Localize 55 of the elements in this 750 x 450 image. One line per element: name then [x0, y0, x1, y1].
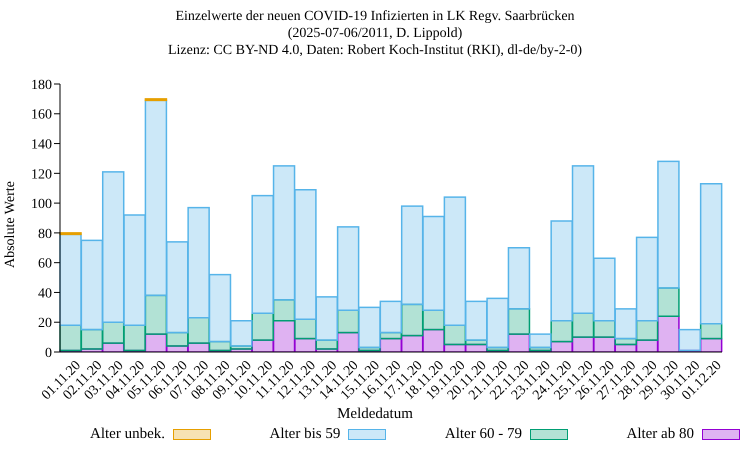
- legend-label: Alter 60 - 79: [444, 426, 522, 443]
- y-tick-label: 140: [31, 138, 52, 153]
- bar: [444, 196, 466, 326]
- y-tick-label: 80: [38, 226, 52, 242]
- y-tick-label: 20: [38, 316, 52, 332]
- bar: [636, 320, 658, 341]
- legend-label: Alter unbek.: [90, 426, 165, 443]
- bar: [550, 220, 573, 322]
- legend-label: Alter bis 59: [270, 426, 340, 443]
- bar: [529, 333, 552, 348]
- y-tick-label: 0: [45, 346, 52, 361]
- bar: [123, 324, 146, 352]
- bar: [657, 160, 680, 289]
- bar: [316, 296, 338, 341]
- y-tick-label: 60: [38, 256, 52, 272]
- bar: [294, 188, 317, 320]
- y-tick-label: 180: [31, 78, 52, 93]
- bar: [80, 328, 104, 350]
- bar: [123, 214, 146, 326]
- bar: [678, 328, 702, 352]
- bar: [486, 298, 509, 348]
- bar: [187, 206, 210, 319]
- bar: [251, 312, 274, 341]
- bar: [251, 194, 274, 314]
- bar: [572, 165, 594, 314]
- y-tick-label: 120: [31, 167, 52, 182]
- bar: [636, 236, 658, 322]
- bar: [614, 308, 637, 340]
- bar: [657, 287, 680, 318]
- bar: [358, 306, 381, 348]
- bar: [102, 171, 124, 323]
- bar: [166, 241, 189, 334]
- bar: [80, 240, 104, 330]
- bar: [508, 247, 530, 310]
- chart-title: Einzelwerte der neuen COVID-19 Infizierten in LK Regv. Saarbrücken: [174, 8, 576, 25]
- bar: [444, 324, 466, 346]
- bar: [294, 318, 317, 340]
- bar: [464, 300, 488, 341]
- chart-subtitle: (2025-07-06/2011, D. Lippold) Lizenz: CC BY-ND 4.0, Daten: Robert Koch-Institut (RKI), dl-de/by-2-0): [166, 25, 584, 59]
- y-tick-label: 40: [38, 286, 52, 302]
- y-tick-label: 100: [31, 197, 52, 212]
- bar: [208, 274, 232, 342]
- x-axis-title: Meldedatum: [336, 406, 414, 423]
- legend-label: Alter ab 80: [626, 426, 694, 443]
- bar: [700, 183, 722, 324]
- bar: [593, 257, 616, 322]
- bar: [230, 320, 253, 347]
- bar: [144, 100, 168, 296]
- bar: [422, 216, 445, 312]
- bar: [336, 226, 360, 312]
- bar: [400, 205, 424, 306]
- y-axis-title: Absolute Werte: [2, 181, 18, 268]
- bar: [380, 300, 402, 334]
- bar: [272, 165, 296, 301]
- y-tick-label: 160: [31, 108, 52, 123]
